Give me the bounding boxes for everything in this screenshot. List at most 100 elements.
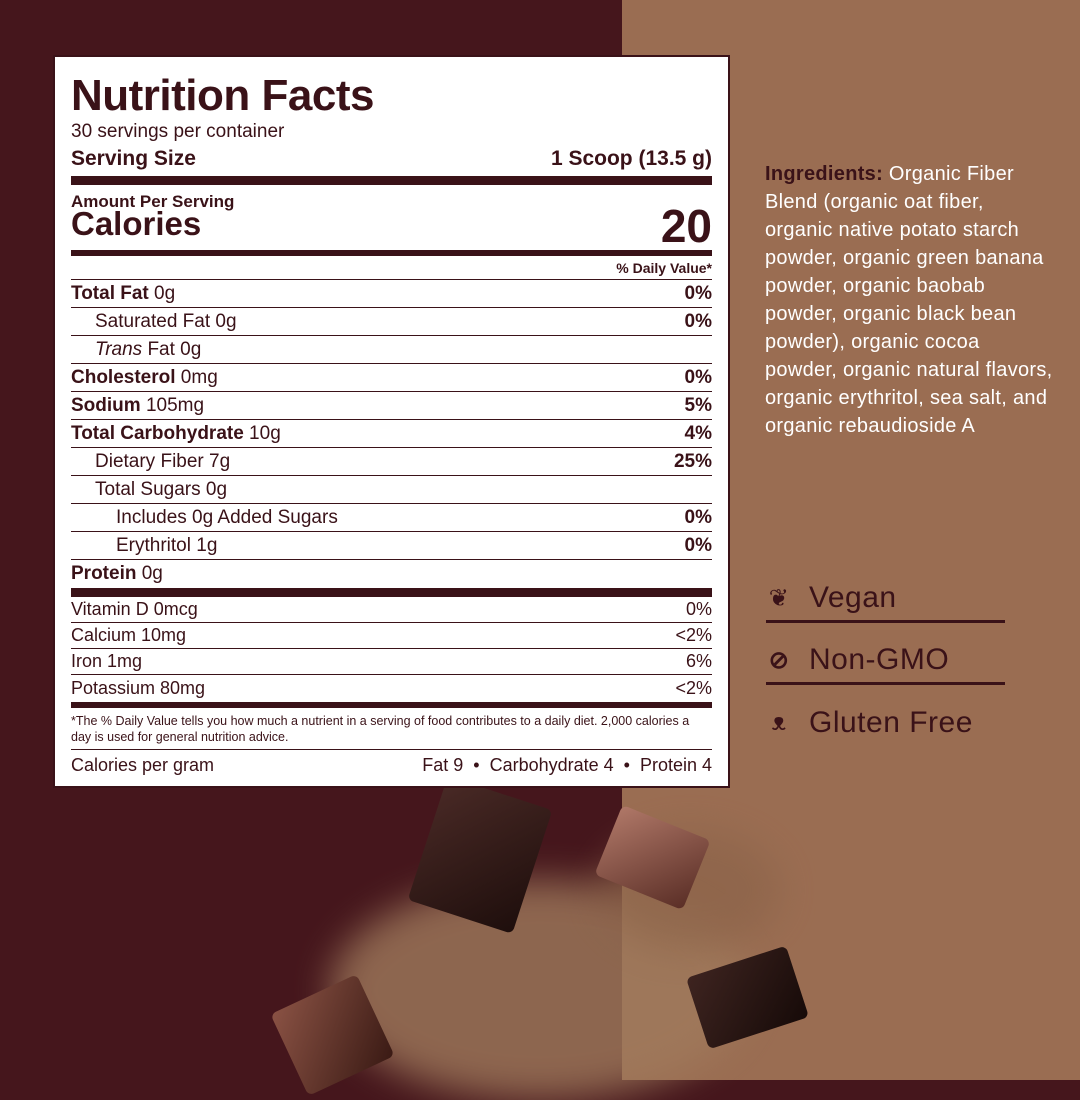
- nutrient-name: Total Sugars 0g: [71, 479, 227, 501]
- amount-per-serving: Amount Per Serving: [71, 192, 235, 211]
- nutrient-label: Fat: [142, 338, 175, 360]
- nutrient-name: Trans Fat 0g: [71, 339, 201, 361]
- calories-value: 20: [660, 200, 712, 252]
- thick-divider: [71, 588, 712, 597]
- badge-label: Non-GMO: [809, 643, 950, 676]
- nutrient-amount: 105mg: [140, 394, 205, 416]
- leaf-icon: ❦: [768, 584, 790, 612]
- calories-label: Calories: [71, 205, 202, 242]
- nutrient-name: Cholesterol 0mg: [71, 367, 218, 389]
- medium-divider: [71, 702, 712, 708]
- ingredients-text: Organic Fiber Blend (organic oat fiber, …: [765, 163, 1053, 437]
- nutrient-row: Dietary Fiber 7g 25%: [71, 448, 712, 476]
- nutrient-rows: Total Fat 0g 0% Saturated Fat 0g 0% Trans Fa…: [71, 280, 712, 588]
- nutrient-label: Dietary Fiber: [95, 450, 204, 472]
- nutrient-row: Total Sugars 0g: [71, 476, 712, 504]
- nutrient-row: Sodium 105mg 5%: [71, 392, 712, 420]
- nutrient-label: Erythritol: [116, 534, 191, 556]
- vitamin-name: Iron 1mg: [71, 651, 143, 671]
- badge-label: Vegan: [809, 581, 897, 614]
- badge-label: Gluten Free: [809, 706, 973, 739]
- nutrient-amount: 7g: [203, 450, 231, 472]
- divider: [766, 682, 1005, 685]
- nutrient-name: Total Carbohydrate 10g: [71, 423, 281, 445]
- ingredients: Ingredients: Organic Fiber Blend (organi…: [765, 160, 1055, 440]
- nutrient-label: Saturated Fat: [95, 310, 211, 332]
- vitamin-daily-value: 6%: [685, 651, 712, 671]
- nutrient-row: Trans Fat 0g: [71, 336, 712, 364]
- nutrient-daily-value: 0%: [684, 534, 712, 556]
- daily-value-header: % Daily Value*: [616, 260, 712, 276]
- vitamin-daily-value: <2%: [675, 625, 712, 645]
- nutrient-name: Saturated Fat 0g: [71, 311, 237, 333]
- badge-gluten-free: ᴥ Gluten Free: [765, 697, 1005, 749]
- vitamin-name: Vitamin D 0mcg: [71, 599, 198, 619]
- serving-size: Serving Size 1 Scoop (13.5 g): [71, 147, 712, 171]
- divider: [766, 620, 1005, 623]
- nutrient-amount: 0g: [200, 478, 228, 500]
- nutrient-daily-value: 0%: [684, 506, 712, 528]
- nutrient-name: Erythritol 1g: [71, 535, 217, 557]
- nutrient-daily-value: 0%: [684, 310, 712, 332]
- vitamin-daily-value: <2%: [675, 677, 712, 698]
- calories-per-gram-label: Calories per gram: [71, 755, 215, 775]
- vitamin-rows: Vitamin D 0mcg 0% Calcium 10mg <2% Iron 1mg 6…: [71, 597, 712, 701]
- nutrient-row: Total Fat 0g 0%: [71, 280, 712, 308]
- nutrient-amount: 0g: [148, 282, 176, 304]
- thick-divider: [71, 176, 712, 185]
- badge-vegan: ❦ Vegan: [765, 572, 1005, 624]
- divider: [71, 279, 712, 280]
- nutrient-label: Total Fat: [71, 282, 149, 304]
- nutrient-label: Cholesterol: [71, 366, 176, 388]
- nutrient-amount: 0g: [210, 310, 237, 332]
- servings-per-container: 30 servings per container: [71, 121, 285, 142]
- nutrient-daily-value: 25%: [673, 450, 712, 472]
- vitamin-row: Iron 1mg 6%: [71, 649, 712, 675]
- nutrient-row: Saturated Fat 0g 0%: [71, 308, 712, 336]
- wheat-icon: ᴥ: [771, 709, 787, 736]
- nutrient-row: Includes 0g Added Sugars 0%: [71, 504, 712, 532]
- nutrient-amount: 1g: [190, 534, 218, 556]
- nutrient-label: Total Carbohydrate: [71, 422, 244, 444]
- nutrient-amount: 10g: [243, 422, 281, 444]
- calories-per-gram: Calories per gram Fat 9 • Carbohydrate 4…: [71, 755, 712, 776]
- nutrient-amount: 0g: [136, 563, 163, 584]
- nutrient-row: Total Carbohydrate 10g 4%: [71, 420, 712, 448]
- nutrient-label: Protein: [71, 563, 137, 584]
- nutrient-daily-value: 0%: [684, 282, 712, 304]
- nutrient-daily-value: 5%: [684, 394, 712, 416]
- nutrient-row: Erythritol 1g 0%: [71, 532, 712, 560]
- serving-size-value: 1 Scoop (13.5 g): [550, 147, 712, 170]
- vitamin-name: Calcium 10mg: [71, 625, 187, 645]
- nutrient-row: Cholesterol 0mg 0%: [71, 364, 712, 392]
- nutrient-name: Sodium 105mg: [71, 395, 204, 417]
- no-symbol-icon: ⊘: [768, 646, 790, 674]
- label-title: Nutrition Facts: [71, 71, 374, 120]
- vitamin-name: Potassium 80mg: [71, 677, 206, 698]
- serving-size-label: Serving Size: [71, 147, 196, 170]
- nutrient-daily-value: 4%: [684, 422, 712, 444]
- nutrient-name: Dietary Fiber 7g: [71, 451, 230, 473]
- divider: [71, 749, 712, 750]
- badge-non-gmo: ⊘ Non-GMO: [765, 634, 1005, 686]
- nutrient-amount: 0g: [174, 338, 202, 360]
- vitamin-daily-value: 0%: [685, 599, 712, 619]
- nutrition-facts-label: Nutrition Facts 30 servings per containe…: [53, 55, 730, 788]
- nutrient-label: Total Sugars: [95, 478, 201, 500]
- nutrient-label: Includes 0g Added Sugars: [116, 506, 338, 528]
- vitamin-row: Calcium 10mg <2%: [71, 623, 712, 649]
- footnote: *The % Daily Value tells you how much a …: [71, 714, 690, 744]
- medium-divider: [71, 250, 712, 256]
- ingredients-heading: Ingredients:: [765, 163, 884, 185]
- nutrient-row: Protein 0g: [71, 560, 712, 588]
- calories-per-gram-values: Fat 9 • Carbohydrate 4 • Protein 4: [422, 755, 712, 775]
- vitamin-row: Potassium 80mg <2%: [71, 675, 712, 701]
- vitamin-row: Vitamin D 0mcg 0%: [71, 597, 712, 623]
- nutrient-name: Includes 0g Added Sugars: [71, 507, 338, 529]
- italic-prefix: Trans: [95, 338, 143, 360]
- nutrient-amount: 0mg: [175, 366, 218, 388]
- nutrient-daily-value: 0%: [684, 366, 712, 388]
- nutrient-label: Sodium: [71, 394, 141, 416]
- nutrient-name: Protein 0g: [71, 563, 163, 585]
- nutrient-name: Total Fat 0g: [71, 283, 175, 305]
